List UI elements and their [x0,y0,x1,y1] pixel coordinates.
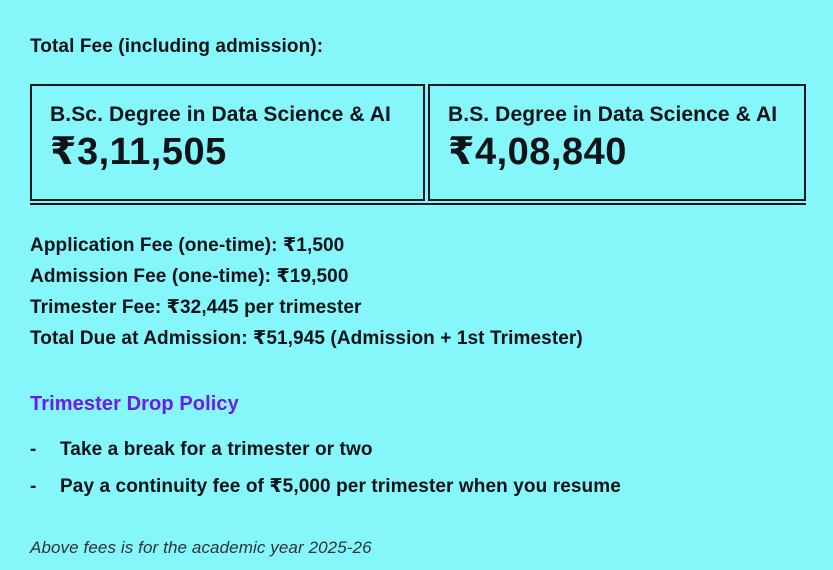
total-fee-heading: Total Fee (including admission): [30,36,324,57]
fee-line-trimester: Trimester Fee: ₹32,445 per trimester [30,297,362,318]
bullet-text-break: Take a break for a trimester or two [60,439,373,460]
academic-year-footnote: Above fees is for the academic year 2025… [30,538,372,557]
bullet-item: - Pay a continuity fee of ₹5,000 per tri… [30,468,806,505]
fee-details-list: Application Fee (one-time): ₹1,500 Admis… [30,230,806,354]
program-fee-bs: ₹4,08,840 [448,131,627,174]
fee-comparison-table: B.Sc. Degree in Data Science & AI ₹3,11,… [30,84,806,205]
fee-line-total-due: Total Due at Admission: ₹51,945 (Admissi… [30,328,583,349]
program-fee-bsc: ₹3,11,505 [50,131,227,174]
bullet-dash: - [30,439,37,460]
fee-cell-bsc: B.Sc. Degree in Data Science & AI ₹3,11,… [30,84,425,201]
trimester-drop-policy-heading: Trimester Drop Policy [30,393,239,415]
program-name-bs: B.S. Degree in Data Science & AI [448,103,778,126]
bullet-text-continuity-fee: Pay a continuity fee of ₹5,000 per trime… [60,476,621,497]
bullet-dash: - [30,476,37,497]
fee-line-admission: Admission Fee (one-time): ₹19,500 [30,266,349,287]
bullet-item: - Take a break for a trimester or two [30,431,806,468]
fee-line-application: Application Fee (one-time): ₹1,500 [30,235,345,256]
program-name-bsc: B.Sc. Degree in Data Science & AI [50,103,391,126]
fee-cell-bs: B.S. Degree in Data Science & AI ₹4,08,8… [428,84,806,201]
drop-policy-bullets: - Take a break for a trimester or two - … [30,431,806,505]
